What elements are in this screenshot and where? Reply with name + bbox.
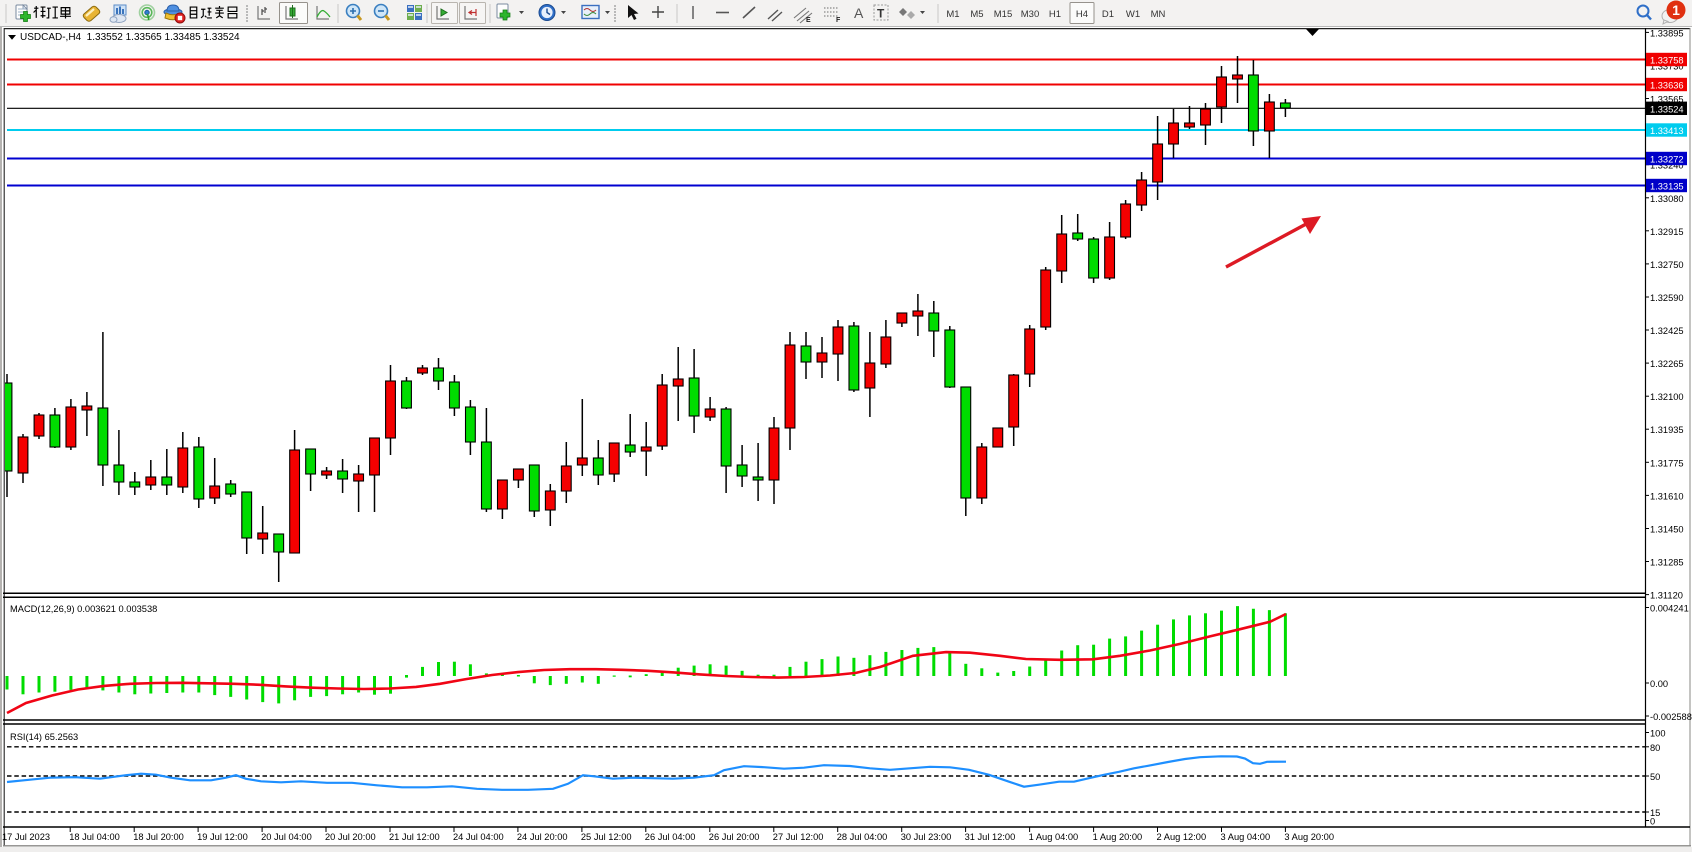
svg-text:2 Aug 12:00: 2 Aug 12:00	[1157, 832, 1207, 842]
svg-text:RSI(14) 65.2563: RSI(14) 65.2563	[10, 732, 78, 742]
svg-text:0.004241: 0.004241	[1650, 604, 1689, 614]
svg-text:15: 15	[1650, 808, 1660, 818]
svg-text:1.33413: 1.33413	[1650, 126, 1684, 136]
svg-text:USDCAD-,H4 1.33552 1.33565 1.: USDCAD-,H4 1.33552 1.33565 1.33485 1.335…	[20, 32, 240, 43]
svg-text:19 Jul 12:00: 19 Jul 12:00	[197, 832, 248, 842]
svg-text:17 Jul 2023: 17 Jul 2023	[2, 832, 50, 842]
svg-text:26 Jul 04:00: 26 Jul 04:00	[645, 832, 696, 842]
svg-text:27 Jul 12:00: 27 Jul 12:00	[773, 832, 824, 842]
svg-text:1.33895: 1.33895	[1650, 28, 1684, 38]
svg-text:1.32915: 1.32915	[1650, 227, 1684, 237]
svg-text:30 Jul 23:00: 30 Jul 23:00	[901, 832, 952, 842]
svg-text:1.33758: 1.33758	[1650, 56, 1684, 66]
svg-text:M5: M5	[970, 9, 983, 20]
svg-text:0.00: 0.00	[1650, 679, 1668, 689]
svg-text:80: 80	[1650, 743, 1660, 753]
svg-text:1.31610: 1.31610	[1650, 491, 1684, 501]
svg-text:1.32750: 1.32750	[1650, 260, 1684, 270]
svg-text:-0.002588: -0.002588	[1650, 712, 1692, 722]
svg-text:50: 50	[1650, 772, 1660, 782]
svg-text:26 Jul 20:00: 26 Jul 20:00	[709, 832, 760, 842]
svg-text:1.33636: 1.33636	[1650, 81, 1684, 91]
svg-text:1.31775: 1.31775	[1650, 458, 1684, 468]
svg-text:20 Jul 04:00: 20 Jul 04:00	[261, 832, 312, 842]
svg-text:1 Aug 20:00: 1 Aug 20:00	[1093, 832, 1143, 842]
svg-text:1.33565: 1.33565	[1650, 95, 1684, 105]
svg-text:W1: W1	[1126, 9, 1140, 20]
svg-text:20 Jul 20:00: 20 Jul 20:00	[325, 832, 376, 842]
svg-text:H4: H4	[1076, 9, 1088, 20]
svg-text:1.33240: 1.33240	[1650, 161, 1684, 171]
svg-text:24 Jul 04:00: 24 Jul 04:00	[453, 832, 504, 842]
svg-text:3 Aug 04:00: 3 Aug 04:00	[1221, 832, 1271, 842]
svg-text:0: 0	[1650, 817, 1655, 827]
svg-text:1.33080: 1.33080	[1650, 194, 1684, 204]
svg-text:1.33730: 1.33730	[1650, 62, 1684, 72]
svg-text:24 Jul 20:00: 24 Jul 20:00	[517, 832, 568, 842]
svg-text:1 Aug 04:00: 1 Aug 04:00	[1029, 832, 1079, 842]
svg-text:1.31450: 1.31450	[1650, 525, 1684, 535]
svg-text:M30: M30	[1021, 9, 1039, 20]
svg-text:F: F	[836, 17, 841, 24]
svg-text:18 Jul 04:00: 18 Jul 04:00	[69, 832, 120, 842]
svg-text:1.32590: 1.32590	[1650, 293, 1684, 303]
svg-text:T: T	[877, 7, 885, 21]
svg-text:3 Aug 20:00: 3 Aug 20:00	[1284, 832, 1334, 842]
svg-text:28 Jul 04:00: 28 Jul 04:00	[837, 832, 888, 842]
svg-text:1.31120: 1.31120	[1650, 591, 1683, 601]
svg-text:1.33272: 1.33272	[1650, 155, 1684, 165]
svg-text:H1: H1	[1049, 9, 1061, 20]
svg-text:1: 1	[1672, 2, 1680, 18]
svg-text:E: E	[806, 17, 811, 24]
svg-text:18 Jul 20:00: 18 Jul 20:00	[133, 832, 184, 842]
svg-text:M1: M1	[946, 9, 959, 20]
svg-text:1.33135: 1.33135	[1650, 182, 1684, 192]
svg-text:31 Jul 12:00: 31 Jul 12:00	[965, 832, 1016, 842]
svg-text:1.31285: 1.31285	[1650, 558, 1684, 568]
svg-text:1.32265: 1.32265	[1650, 359, 1684, 369]
svg-text:1.33524: 1.33524	[1650, 104, 1684, 114]
svg-text:M15: M15	[994, 9, 1012, 20]
svg-text:100: 100	[1650, 729, 1666, 739]
svg-text:1.32100: 1.32100	[1650, 392, 1684, 402]
svg-text:1.31935: 1.31935	[1650, 425, 1684, 435]
svg-text:1.32425: 1.32425	[1650, 326, 1684, 336]
svg-text:D1: D1	[1102, 9, 1114, 20]
svg-text:25 Jul 12:00: 25 Jul 12:00	[581, 832, 632, 842]
svg-text:MN: MN	[1151, 9, 1166, 20]
svg-text:21 Jul 12:00: 21 Jul 12:00	[389, 832, 440, 842]
svg-text:MACD(12,26,9) 0.003621 0.00353: MACD(12,26,9) 0.003621 0.003538	[10, 604, 157, 614]
svg-text:A: A	[854, 5, 864, 21]
